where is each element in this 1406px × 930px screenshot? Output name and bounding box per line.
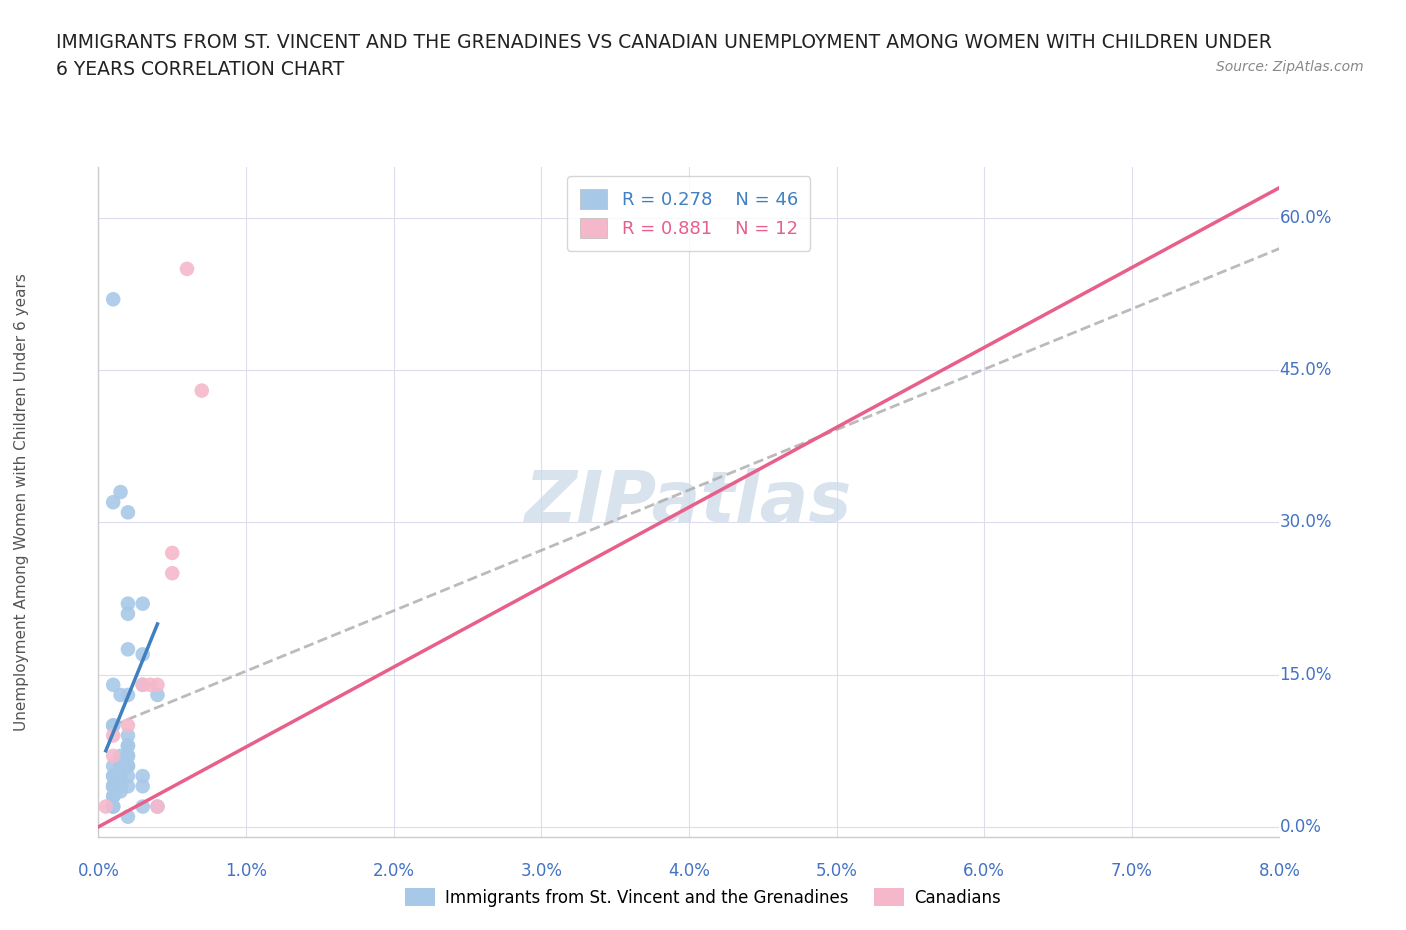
Point: [103, 799, 124, 814]
Point: [103, 677, 124, 692]
Point: [103, 728, 124, 743]
Point: [110, 749, 132, 764]
Point: [146, 799, 169, 814]
Text: 7.0%: 7.0%: [1111, 862, 1153, 881]
Point: [110, 687, 132, 702]
Point: [117, 778, 139, 793]
Point: [94, 799, 117, 814]
Text: 2.0%: 2.0%: [373, 862, 415, 881]
Point: [117, 728, 139, 743]
Point: [117, 809, 139, 824]
Point: [132, 799, 155, 814]
Point: [191, 383, 214, 398]
Text: 1.0%: 1.0%: [225, 862, 267, 881]
Text: 6.0%: 6.0%: [963, 862, 1005, 881]
Text: 3.0%: 3.0%: [520, 862, 562, 881]
Point: [139, 677, 162, 692]
Legend: R = 0.278    N = 46, R = 0.881    N = 12: R = 0.278 N = 46, R = 0.881 N = 12: [568, 177, 810, 250]
Point: [110, 784, 132, 799]
Text: 60.0%: 60.0%: [1279, 209, 1331, 227]
Point: [103, 749, 124, 764]
Point: [132, 677, 155, 692]
Text: 5.0%: 5.0%: [815, 862, 858, 881]
Point: [162, 565, 183, 580]
Text: 8.0%: 8.0%: [1258, 862, 1301, 881]
Point: [117, 642, 139, 657]
Point: [110, 778, 132, 793]
Point: [132, 769, 155, 784]
Point: [110, 485, 132, 499]
Point: [117, 738, 139, 753]
Point: [117, 759, 139, 774]
Point: [103, 769, 124, 784]
Point: [117, 606, 139, 621]
Text: Source: ZipAtlas.com: Source: ZipAtlas.com: [1216, 60, 1364, 74]
Point: [146, 687, 169, 702]
Point: [117, 687, 139, 702]
Point: [103, 799, 124, 814]
Text: 30.0%: 30.0%: [1279, 513, 1331, 531]
Point: [132, 647, 155, 662]
Point: [146, 677, 169, 692]
Legend: Immigrants from St. Vincent and the Grenadines, Canadians: Immigrants from St. Vincent and the Gren…: [399, 882, 1007, 913]
Point: [103, 778, 124, 793]
Point: [103, 718, 124, 733]
Point: [103, 718, 124, 733]
Point: [103, 789, 124, 804]
Text: 0.0%: 0.0%: [1279, 817, 1322, 836]
Point: [103, 769, 124, 784]
Point: [103, 778, 124, 793]
Point: [117, 718, 139, 733]
Point: [132, 778, 155, 793]
Point: [117, 749, 139, 764]
Text: 4.0%: 4.0%: [668, 862, 710, 881]
Point: [117, 759, 139, 774]
Point: [103, 789, 124, 804]
Text: 0.0%: 0.0%: [77, 862, 120, 881]
Text: Unemployment Among Women with Children Under 6 years: Unemployment Among Women with Children U…: [14, 273, 28, 731]
Point: [110, 759, 132, 774]
Point: [132, 677, 155, 692]
Point: [117, 769, 139, 784]
Point: [176, 261, 198, 276]
Point: [110, 769, 132, 784]
Point: [117, 749, 139, 764]
Point: [146, 799, 169, 814]
Text: IMMIGRANTS FROM ST. VINCENT AND THE GRENADINES VS CANADIAN UNEMPLOYMENT AMONG WO: IMMIGRANTS FROM ST. VINCENT AND THE GREN…: [56, 33, 1272, 51]
Point: [103, 292, 124, 307]
Point: [103, 778, 124, 793]
Text: 6 YEARS CORRELATION CHART: 6 YEARS CORRELATION CHART: [56, 60, 344, 79]
Point: [103, 778, 124, 793]
Point: [117, 596, 139, 611]
Text: 15.0%: 15.0%: [1279, 666, 1331, 684]
Point: [117, 505, 139, 520]
Point: [162, 546, 183, 561]
Text: ZIPatlas: ZIPatlas: [526, 468, 852, 537]
Point: [103, 495, 124, 510]
Point: [117, 738, 139, 753]
Text: 45.0%: 45.0%: [1279, 362, 1331, 379]
Point: [103, 759, 124, 774]
Point: [132, 596, 155, 611]
